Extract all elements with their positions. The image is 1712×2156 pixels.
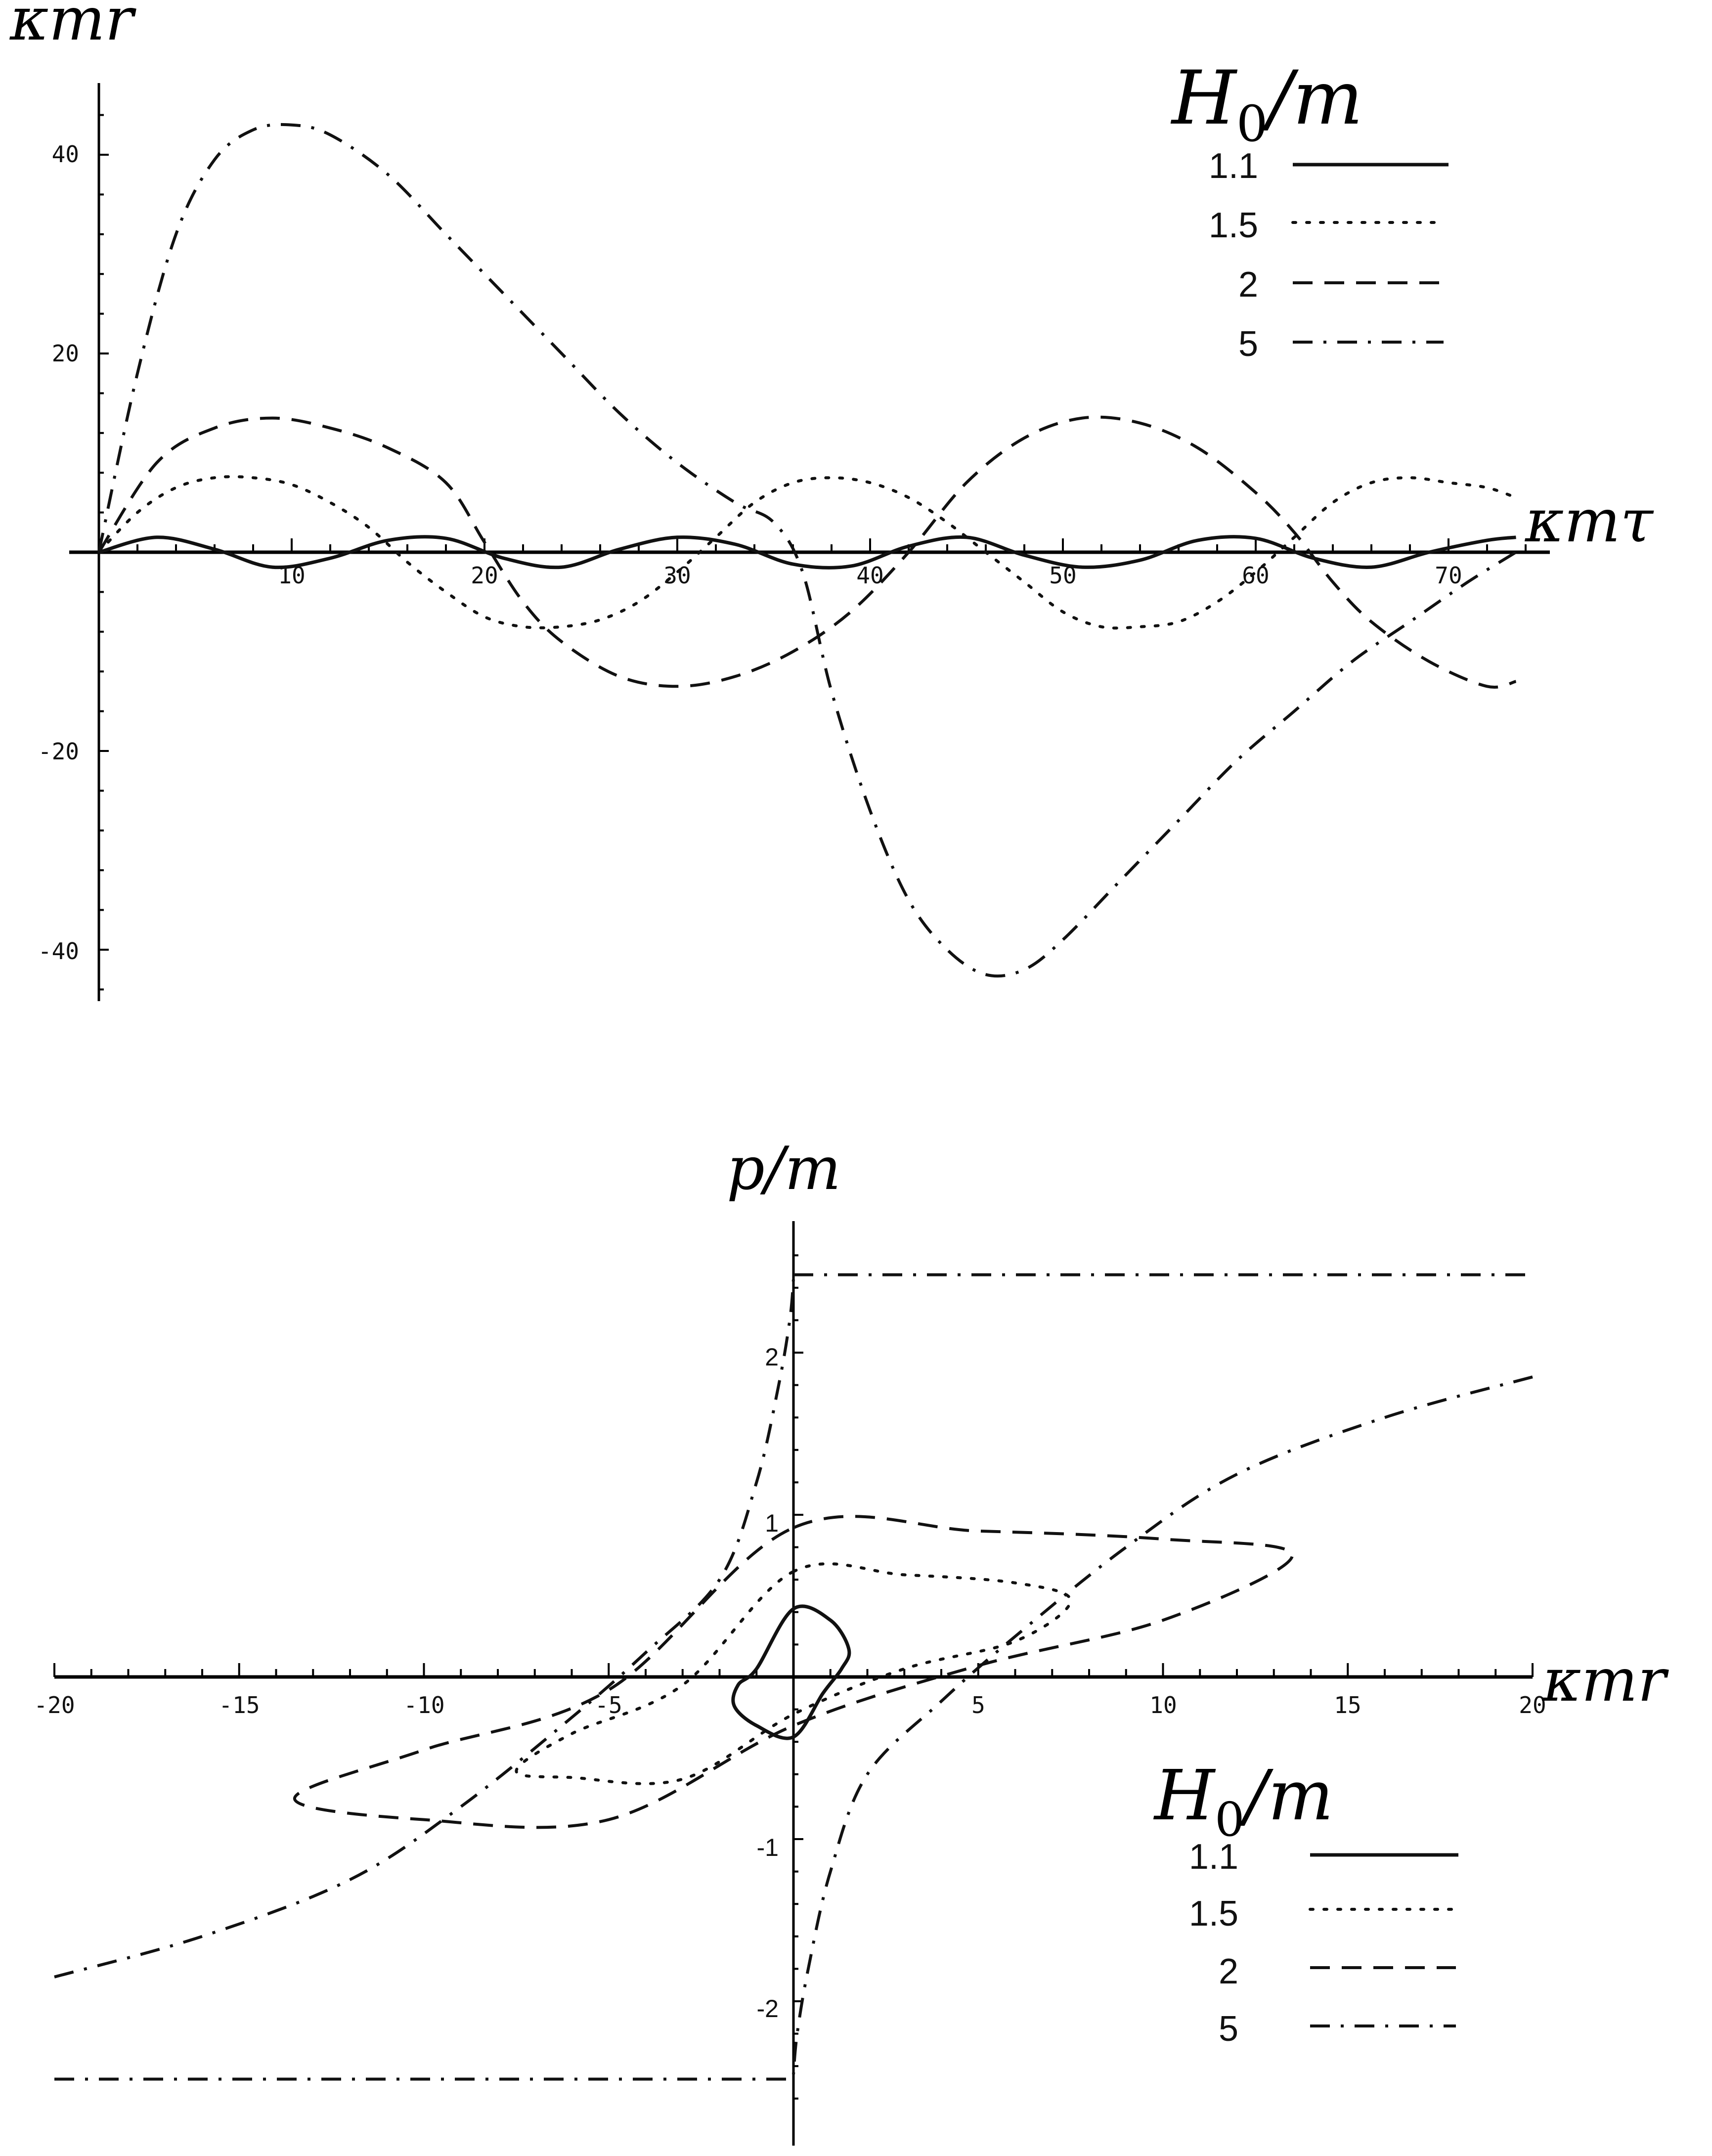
x-tick-label: 70 <box>1435 562 1462 589</box>
bottom-curves <box>54 1273 1533 2081</box>
x-tick-label: -20 <box>34 1692 75 1718</box>
y-tick-label: -1 <box>757 1834 779 1861</box>
curve-2 <box>293 1515 1294 1829</box>
curve-1-5 <box>97 475 1518 630</box>
legend-label: 1.1 <box>1209 146 1258 186</box>
bottom-legend: H0/m 1.1 1.5 2 5 <box>1153 1756 1458 2049</box>
legend-title: H0/m <box>1153 1756 1333 1847</box>
bottom-y-tick-labels: 2 1 -1 -2 <box>757 1343 779 2023</box>
legend-label: 2 <box>1219 1952 1238 1991</box>
legend-label: 1.5 <box>1189 1894 1238 1934</box>
y-tick-label: -2 <box>757 1995 779 2023</box>
top-y-axis-label: κmr <box>9 0 136 54</box>
legend-label: 1.1 <box>1189 1837 1238 1877</box>
x-tick-label: 20 <box>1519 1692 1546 1718</box>
curve-1-1 <box>731 1604 851 1740</box>
x-tick-label: 30 <box>663 562 691 589</box>
x-tick-label: -10 <box>403 1692 444 1718</box>
x-tick-label: -15 <box>219 1692 260 1718</box>
y-tick-label: 40 <box>52 141 79 168</box>
x-tick-label: 60 <box>1242 562 1269 589</box>
bottom-chart: p/m -20 -15 -10 -5 5 10 15 20 2 1 -1 -2 … <box>34 1135 1669 2146</box>
x-tick-label: 20 <box>471 562 498 589</box>
legend-label: 2 <box>1238 265 1258 305</box>
legend-label: 5 <box>1238 324 1258 364</box>
x-tick-label: 40 <box>856 562 883 589</box>
bottom-y-axis-label: p/m <box>727 1135 841 1203</box>
bottom-x-tick-labels: -20 -15 -10 -5 5 10 15 20 <box>34 1692 1546 1718</box>
legend-label: 5 <box>1219 2009 1238 2049</box>
top-legend: H0/m 1.1 1.5 2 5 <box>1170 55 1449 364</box>
top-curves <box>97 123 1518 978</box>
bottom-x-axis-label: κmr <box>1541 1646 1669 1715</box>
top-x-axis-label: κmτ <box>1524 487 1654 556</box>
top-chart: κmr 40 20 -20 -40 10 20 30 40 50 60 70 κ… <box>9 0 1654 1001</box>
y-tick-label: 2 <box>765 1343 779 1371</box>
x-tick-label: 15 <box>1334 1692 1361 1718</box>
curve-5-lower <box>792 1375 1533 2074</box>
legend-label: 1.5 <box>1209 206 1258 245</box>
curve-5 <box>54 1279 795 1979</box>
y-tick-label: 1 <box>765 1509 779 1537</box>
y-tick-label: -20 <box>38 738 79 765</box>
top-y-tick-labels: 40 20 -20 -40 <box>38 141 79 965</box>
x-tick-label: 10 <box>1149 1692 1177 1718</box>
x-tick-label: 5 <box>971 1692 985 1718</box>
curve-1-1 <box>98 535 1516 570</box>
y-tick-label: -40 <box>38 938 79 965</box>
curve-5 <box>97 123 1517 978</box>
curve-2 <box>97 415 1517 689</box>
y-tick-label: 20 <box>52 340 79 367</box>
bottom-axis-ticks <box>53 1254 1534 2100</box>
top-x-tick-labels: 10 20 30 40 50 60 70 <box>278 562 1462 589</box>
legend-title: H0/m <box>1170 55 1363 153</box>
